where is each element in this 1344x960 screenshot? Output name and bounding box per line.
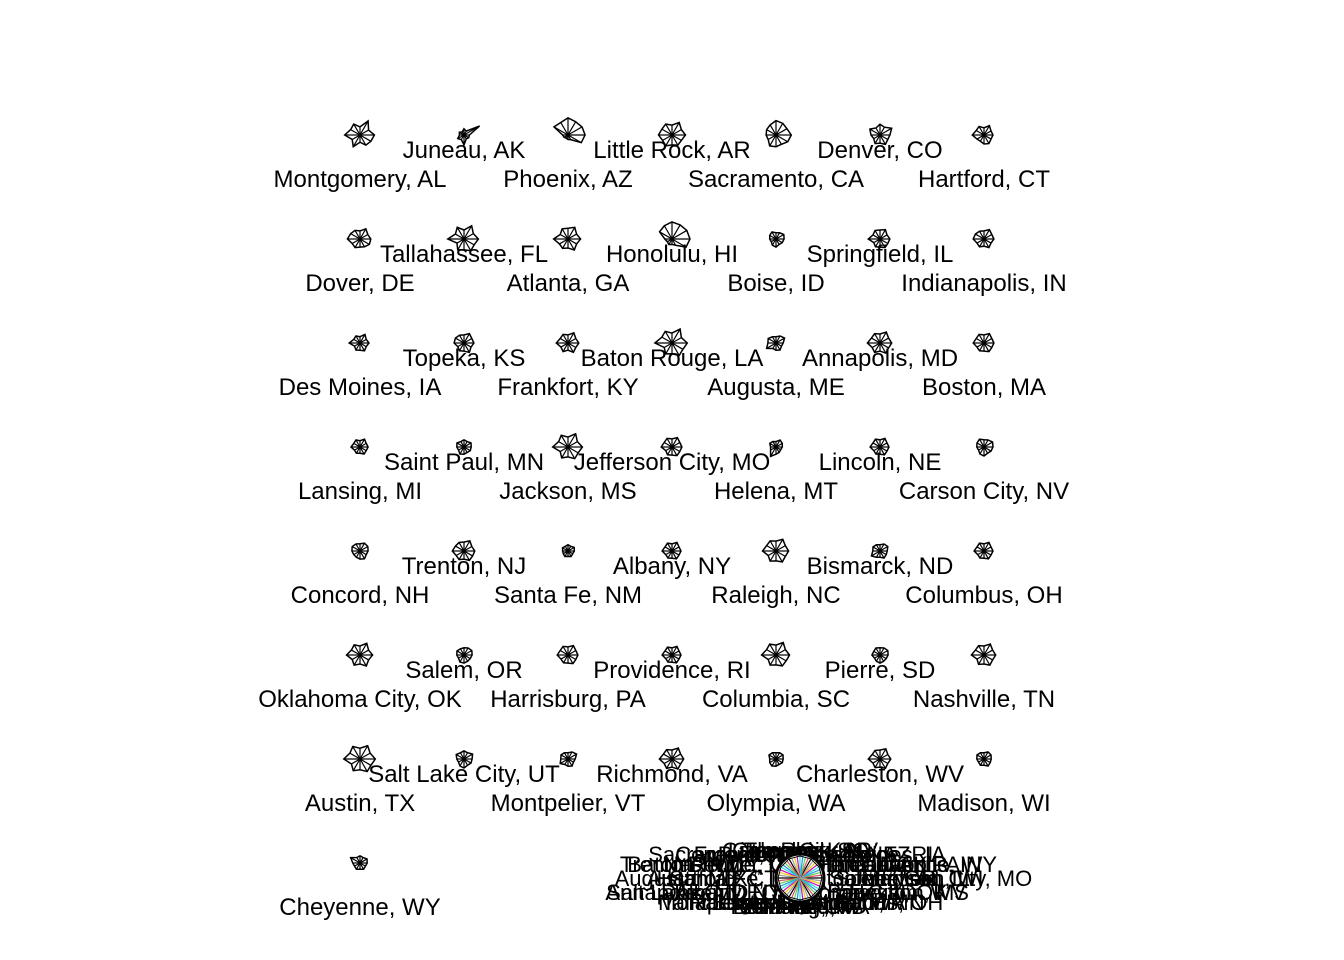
city-label: Albany, NY <box>613 553 731 580</box>
city-label: Montpelier, VT <box>491 790 646 817</box>
city-label: Lincoln, NE <box>819 449 942 476</box>
city-label: Phoenix, AZ <box>503 166 632 193</box>
city-label: Columbus, OH <box>905 582 1062 609</box>
city-label: Bismarck, ND <box>807 553 954 580</box>
city-label: Honolulu, HI <box>606 241 738 268</box>
city-label: Olympia, WA <box>706 790 845 817</box>
city-label: Boston, MA <box>922 374 1046 401</box>
city-label: Santa Fe, NM <box>494 582 642 609</box>
city-label: Carson City, NV <box>899 478 1069 505</box>
city-label: Sacramento, CA <box>688 166 864 193</box>
city-label: Concord, NH <box>291 582 430 609</box>
city-label: Raleigh, NC <box>711 582 840 609</box>
city-label: Tallahassee, FL <box>380 241 548 268</box>
city-label: Charleston, WV <box>796 761 964 788</box>
city-label: Nashville, TN <box>913 686 1055 713</box>
city-label: Augusta, ME <box>707 374 844 401</box>
city-label: Baton Rouge, LA <box>581 345 764 372</box>
city-label: Lansing, MI <box>298 478 422 505</box>
city-label: Trenton, NJ <box>402 553 527 580</box>
city-label: Salt Lake City, UT <box>368 761 560 788</box>
city-label: Boise, ID <box>727 270 824 297</box>
city-label: Harrisburg, PA <box>490 686 646 713</box>
city-label: Atlanta, GA <box>507 270 630 297</box>
city-label: Montgomery, AL <box>274 166 447 193</box>
city-label: Richmond, VA <box>596 761 748 788</box>
city-label: Little Rock, AR <box>593 137 750 164</box>
city-label: Indianapolis, IN <box>901 270 1066 297</box>
city-label: Madison, WI <box>917 790 1050 817</box>
city-label: Jackson, MS <box>499 478 636 505</box>
city-label: Springfield, IL <box>807 241 954 268</box>
city-label: Pierre, SD <box>825 657 936 684</box>
city-label: Columbia, SC <box>702 686 850 713</box>
city-label: Denver, CO <box>817 137 942 164</box>
city-label: Cheyenne, WY <box>279 894 440 921</box>
city-label: Austin, TX <box>305 790 415 817</box>
city-label: Salem, OR <box>405 657 522 684</box>
city-label: Helena, MT <box>714 478 838 505</box>
city-label: Annapolis, MD <box>802 345 958 372</box>
city-label: Dover, DE <box>305 270 414 297</box>
city-label: Frankfort, KY <box>497 374 638 401</box>
city-label: Topeka, KS <box>403 345 526 372</box>
star-glyph <box>563 545 575 557</box>
city-label: Providence, RI <box>593 657 750 684</box>
city-label: Oklahoma City, OK <box>258 686 462 713</box>
key-label: Cheyenne, WY <box>849 852 997 877</box>
city-label: Des Moines, IA <box>279 374 442 401</box>
city-label: Hartford, CT <box>918 166 1050 193</box>
city-label: Jefferson City, MO <box>574 449 771 476</box>
city-label: Saint Paul, MN <box>384 449 544 476</box>
city-label: Juneau, AK <box>403 137 526 164</box>
